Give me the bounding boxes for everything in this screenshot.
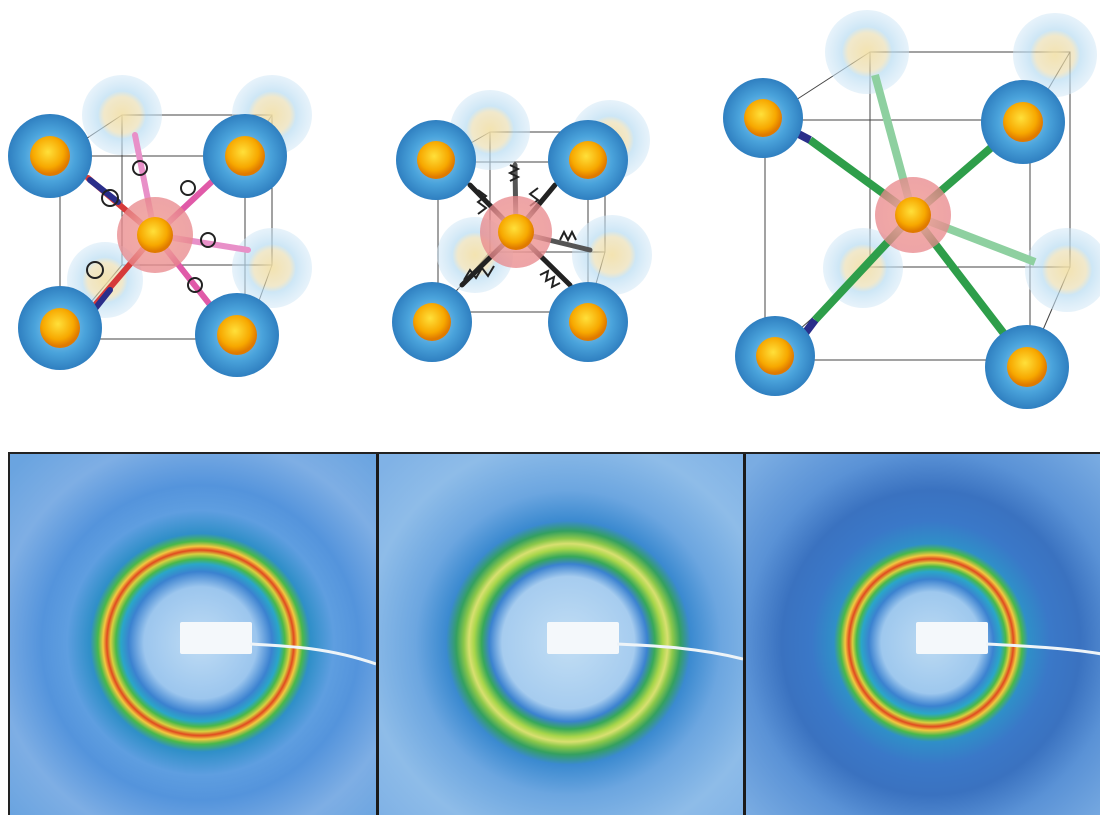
spring-coils-left xyxy=(86,160,216,293)
lattice-left xyxy=(8,75,312,377)
beam-stop-left xyxy=(180,622,376,666)
diffraction-strip xyxy=(8,452,1100,815)
lattice-middle xyxy=(392,90,652,362)
beam-stop-middle xyxy=(547,622,743,661)
diffraction-middle xyxy=(379,454,743,815)
diffraction-right xyxy=(746,454,1100,815)
diffraction-left xyxy=(10,454,376,815)
beam-stop-right xyxy=(916,622,1100,656)
lattice-right xyxy=(723,10,1100,409)
diffraction-divider xyxy=(376,454,379,815)
diffraction-divider xyxy=(743,454,746,815)
corner-particles xyxy=(8,114,287,377)
spring-coils-middle xyxy=(463,164,577,289)
